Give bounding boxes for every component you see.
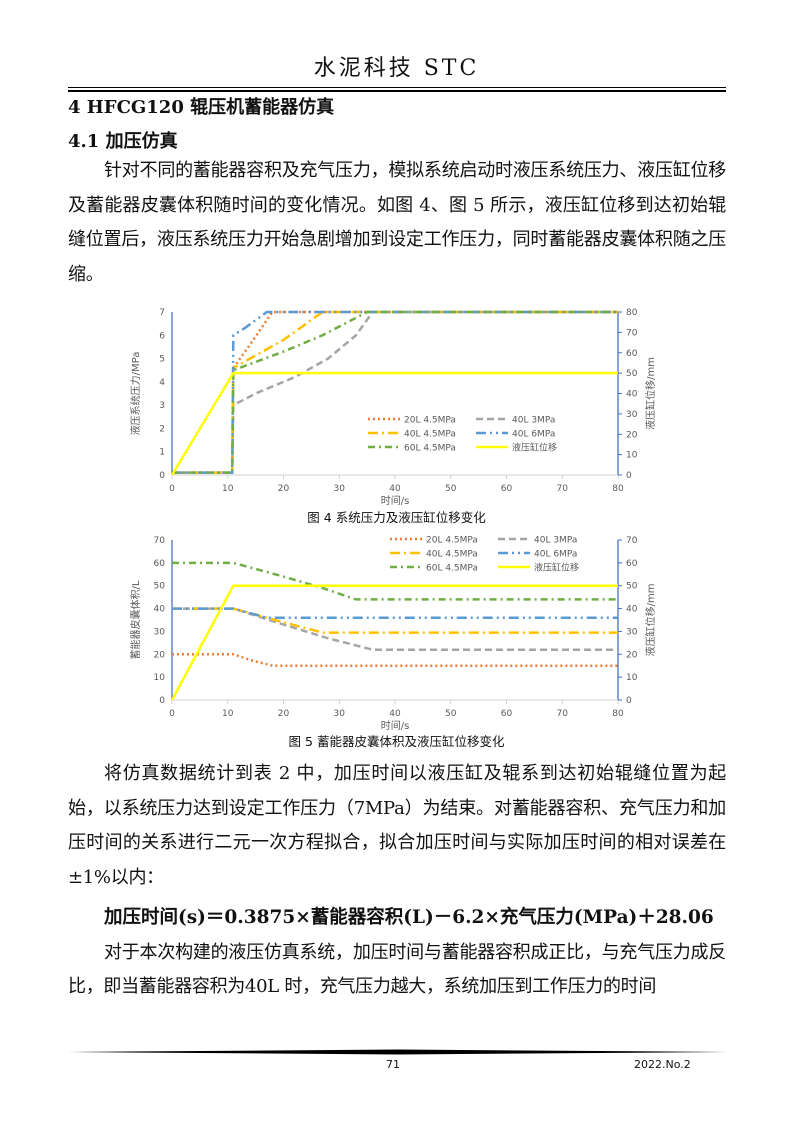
x-tick-label: 80 [612, 709, 624, 719]
x-tick-label: 50 [445, 709, 457, 719]
paragraph-3: 对于本次构建的液压仿真系统，加压时间与蓄能器容积成正比，与充气压力成反比，即当蓄… [68, 941, 726, 998]
page-number: 71 [386, 1058, 400, 1071]
figure-4: 0 10 20 30 40 50 60 70 80 0 1 2 3 4 5 6 7 0 10 20 30 40 50 60 70… [0, 301, 793, 527]
series-line-0 [172, 652, 618, 667]
header-rule-thick [68, 90, 726, 92]
x-tick-label: 60 [501, 709, 513, 719]
legend-label: 40L 6MPa [534, 549, 577, 559]
y2-tick-label: 0 [626, 471, 632, 481]
legend-label: 20L 4.5MPa [404, 415, 456, 425]
y-tick-label: 30 [154, 627, 166, 637]
y-tick-label: 7 [159, 308, 165, 318]
figure-5-caption: 图 5 蓄能器皮囊体积及液压缸位移变化 [288, 733, 505, 749]
series-line-4 [172, 310, 618, 474]
y-tick-label: 0 [159, 471, 165, 481]
y-tick-label: 40 [154, 604, 166, 614]
legend-label: 40L 3MPa [534, 535, 577, 545]
figure-4-caption: 图 4 系统压力及液压缸位移变化 [307, 509, 486, 525]
series-line-1 [172, 607, 618, 651]
y-axis-label: 液压系统压力/MPa [129, 351, 142, 435]
y-tick-label: 5 [159, 354, 165, 364]
y2-tick-label: 70 [626, 328, 638, 338]
y-tick-label: 10 [154, 673, 166, 683]
article-body: 4 HFCG120 辊压机蓄能器仿真 4.1 加压仿真 针对不同的蓄能器容积及充… [68, 96, 726, 1005]
y2-tick-label: 60 [626, 349, 638, 359]
y2-tick-label: 20 [626, 650, 638, 660]
y-tick-label: 20 [154, 650, 166, 660]
footer-rule [68, 1049, 728, 1055]
x-tick-label: 80 [612, 484, 624, 494]
legend-label: 40L 6MPa [512, 429, 555, 439]
x-tick-label: 60 [501, 484, 513, 494]
x-tick-label: 40 [389, 484, 401, 494]
series-line-4 [172, 561, 618, 601]
y2-tick-label: 30 [626, 410, 638, 420]
y-axis-label: 蓄能器皮囊体积/L [129, 580, 142, 659]
x-axis-label: 时间/s [381, 719, 410, 732]
figure-5: 0 10 20 30 40 50 60 70 80 0 10 20 30 40 50 60 70 0 10 20 30 4… [0, 529, 793, 751]
y2-tick-label: 50 [626, 369, 638, 379]
legend-label: 20L 4.5MPa [426, 535, 478, 545]
y2-tick-label: 60 [626, 559, 638, 569]
chart-fig4: 0 10 20 30 40 50 60 70 8001234567010203040506070… [129, 308, 657, 507]
legend-label: 60L 4.5MPa [426, 563, 478, 573]
x-tick-label: 0 [169, 709, 175, 719]
y2-tick-label: 80 [626, 308, 638, 318]
y-tick-label: 4 [159, 378, 165, 388]
legend-label: 60L 4.5MPa [404, 443, 456, 453]
y-tick-label: 70 [154, 536, 166, 546]
y2-tick-label: 10 [626, 450, 638, 460]
x-tick-label: 0 [169, 484, 175, 494]
x-tick-label: 70 [557, 709, 569, 719]
legend-label: 40L 4.5MPa [426, 549, 478, 559]
y2-tick-label: 40 [626, 389, 638, 399]
x-tick-label: 20 [278, 709, 290, 719]
y2-axis-label: 液压缸位移/mm [644, 583, 657, 656]
x-tick-label: 10 [222, 709, 234, 719]
paragraph-1: 针对不同的蓄能器容积及充气压力，模拟系统启动时液压系统压力、液压缸位移及蓄能器皮… [68, 160, 726, 286]
paragraph-2: 将仿真数据统计到表 2 中，加压时间以液压缸及辊系到达初始辊缝位置为起始，以系统… [68, 762, 726, 888]
y-tick-label: 3 [159, 401, 165, 411]
x-tick-label: 20 [278, 484, 290, 494]
y2-tick-label: 70 [626, 536, 638, 546]
legend-label: 液压缸位移 [512, 441, 557, 453]
y-tick-label: 6 [159, 331, 165, 341]
x-tick-label: 30 [334, 484, 346, 494]
x-tick-label: 40 [389, 709, 401, 719]
y-tick-label: 2 [159, 424, 165, 434]
y-tick-label: 0 [159, 696, 165, 706]
x-tick-label: 70 [557, 484, 569, 494]
x-tick-label: 30 [334, 709, 346, 719]
series-line-2 [172, 607, 618, 634]
series-line-3 [172, 607, 618, 619]
subsection-heading: 4.1 加压仿真 [68, 131, 178, 152]
x-axis-label: 时间/s [381, 494, 410, 507]
legend-label: 40L 4.5MPa [404, 429, 456, 439]
y-tick-label: 1 [159, 448, 165, 458]
journal-header: 水泥科技 STC [313, 56, 480, 81]
y2-tick-label: 0 [626, 696, 632, 706]
legend-label: 40L 3MPa [512, 415, 555, 425]
x-tick-label: 10 [222, 484, 234, 494]
y-tick-label: 60 [154, 559, 166, 569]
fit-formula: 加压时间(s)＝0.3875×蓄能器容积(L)－6.2×充气压力(MPa)＋28… [104, 906, 714, 928]
section-heading: 4 HFCG120 辊压机蓄能器仿真 [68, 97, 335, 118]
y-tick-label: 50 [154, 582, 166, 592]
y2-tick-label: 40 [626, 604, 638, 614]
legend-label: 液压缸位移 [534, 561, 579, 573]
issue-number: 2022.No.2 [634, 1058, 691, 1071]
y2-tick-label: 20 [626, 430, 638, 440]
y2-axis-label: 液压缸位移/mm [644, 357, 657, 430]
chart-fig5: 0 10 20 30 40 50 60 70 8001020304050607001020304… [129, 535, 657, 732]
y2-tick-label: 10 [626, 673, 638, 683]
series-line-5 [170, 371, 618, 476]
y2-tick-label: 50 [626, 582, 638, 592]
x-tick-label: 50 [445, 484, 457, 494]
y2-tick-label: 30 [626, 627, 638, 637]
series-line-5 [170, 584, 618, 701]
header-rule [68, 87, 726, 88]
